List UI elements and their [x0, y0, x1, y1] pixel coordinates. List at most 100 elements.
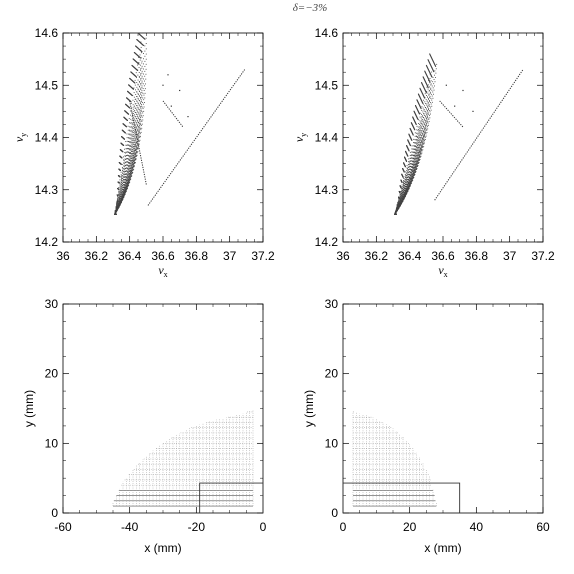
data-point — [416, 150, 418, 151]
data-point — [428, 98, 429, 100]
data-point — [408, 161, 410, 163]
data-point — [129, 155, 131, 157]
data-point — [140, 89, 142, 91]
data-point — [124, 176, 126, 178]
data-point — [130, 168, 132, 169]
data-point — [421, 144, 423, 146]
data-point — [415, 166, 417, 168]
data-point — [422, 103, 424, 105]
data-point — [409, 179, 411, 181]
data-point — [131, 145, 133, 147]
data-point — [124, 192, 126, 193]
data-point — [407, 188, 409, 190]
data-point — [414, 145, 415, 147]
data-point — [125, 188, 127, 190]
data-point — [404, 187, 405, 189]
data-point — [136, 149, 138, 151]
data-point — [115, 213, 117, 215]
data-point — [420, 145, 422, 147]
data-point — [416, 153, 418, 155]
data-point — [129, 175, 131, 177]
data-point — [127, 182, 129, 184]
data-point — [125, 191, 127, 193]
data-point — [134, 138, 136, 140]
data-point — [423, 136, 424, 138]
data-point — [404, 183, 406, 185]
data-point — [418, 143, 420, 145]
x-tick-label: 36.6 — [151, 249, 175, 263]
data-point — [418, 159, 420, 161]
data-point — [418, 147, 420, 148]
data-point — [425, 117, 427, 119]
data-point — [130, 138, 132, 140]
data-point — [421, 152, 423, 154]
data-point — [138, 122, 140, 123]
data-point — [416, 139, 418, 141]
data-point — [415, 152, 417, 154]
data-point — [119, 193, 121, 195]
data-point — [403, 197, 405, 199]
data-point — [136, 146, 137, 148]
data-point — [428, 118, 430, 120]
data-point — [421, 147, 423, 149]
data-point — [133, 144, 135, 145]
data-point — [409, 185, 411, 187]
data-point — [127, 158, 129, 160]
data-point — [127, 172, 129, 174]
data-point — [138, 63, 140, 65]
data-point — [131, 143, 133, 145]
data-point — [123, 193, 125, 195]
data-point — [119, 204, 121, 206]
data-point — [133, 142, 135, 144]
data-point — [432, 91, 434, 93]
data-point — [139, 132, 141, 134]
data-point — [401, 196, 403, 198]
data-point — [132, 158, 134, 160]
data-point — [409, 183, 411, 185]
data-point — [421, 141, 423, 143]
data-point — [137, 130, 139, 132]
data-point — [125, 158, 127, 160]
data-point — [133, 138, 135, 140]
data-point — [138, 132, 139, 134]
x-axis-label: νx — [438, 263, 447, 279]
data-point — [420, 133, 422, 135]
data-point — [129, 137, 131, 139]
data-point — [128, 137, 129, 139]
data-point — [404, 186, 406, 188]
data-point — [431, 105, 433, 107]
data-point — [135, 145, 137, 146]
data-point — [423, 143, 425, 145]
data-point — [131, 166, 132, 168]
data-point — [126, 161, 128, 163]
data-point — [134, 145, 135, 147]
data-point — [398, 199, 400, 201]
data-point — [141, 116, 143, 118]
data-point — [416, 151, 418, 153]
data-point — [141, 87, 143, 89]
data-point — [428, 113, 430, 115]
data-point — [417, 155, 419, 157]
data-point — [418, 152, 420, 153]
data-point — [125, 165, 126, 167]
data-point — [416, 164, 418, 166]
y-axis-label: νy — [292, 133, 308, 142]
data-point — [128, 155, 129, 157]
data-point — [121, 193, 123, 195]
data-point — [120, 171, 122, 173]
data-point — [136, 109, 138, 111]
data-point — [131, 156, 133, 158]
data-point — [419, 128, 421, 130]
data-point — [124, 179, 126, 181]
data-point — [129, 134, 131, 136]
data-point — [419, 155, 421, 157]
data-point — [128, 184, 130, 186]
data-point — [129, 129, 131, 131]
data-point — [123, 171, 125, 173]
data-point — [421, 128, 423, 129]
data-point — [123, 168, 125, 170]
data-point — [422, 115, 424, 117]
data-point — [419, 112, 421, 114]
data-point — [426, 126, 428, 128]
data-point — [129, 126, 131, 128]
